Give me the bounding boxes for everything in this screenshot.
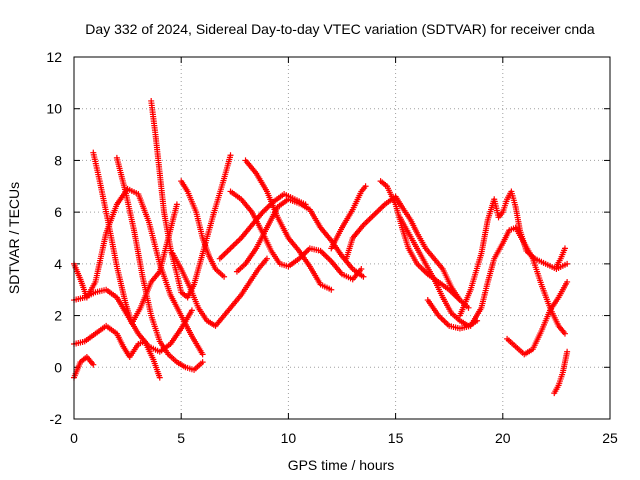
data-point-marker (564, 278, 571, 285)
data-point-marker (263, 255, 270, 262)
y-tick-label: 2 (54, 308, 62, 324)
data-series-track-8 (178, 178, 228, 280)
data-point-marker (358, 266, 365, 273)
data-point-marker (465, 304, 472, 311)
x-tick-label: 10 (281, 430, 297, 446)
data-series-track-5 (71, 322, 163, 381)
data-point-marker (156, 374, 163, 381)
data-point-marker (173, 201, 180, 208)
data-point-marker (561, 245, 568, 252)
data-point-marker (561, 330, 568, 337)
plot-area (71, 97, 571, 397)
data-series-track-13 (216, 191, 309, 262)
data-point-marker (328, 286, 335, 293)
data-series-track-12 (233, 196, 367, 280)
data-series-track-4 (71, 286, 195, 355)
data-point-marker (227, 152, 234, 159)
data-point-marker (221, 273, 228, 280)
plot-frame (73, 56, 611, 420)
data-point-marker (199, 359, 206, 366)
data-series-track-6 (71, 353, 97, 381)
x-tick-label: 20 (495, 430, 511, 446)
data-point-marker (302, 201, 309, 208)
data-point-marker (360, 273, 367, 280)
axis-ticks: 0 5 10 15 20 25 -2 0 2 4 6 8 10 12 (46, 49, 618, 446)
data-series-track-14 (328, 183, 369, 252)
data-point-marker (564, 348, 571, 355)
data-point-marker (564, 260, 571, 267)
y-tick-label: 6 (54, 204, 62, 220)
x-tick-label: 5 (177, 430, 185, 446)
y-axis-label: SDTVAR / TECUs (6, 182, 22, 294)
data-series-track-15 (343, 193, 463, 304)
y-tick-label: 12 (46, 49, 62, 65)
data-series-track-9 (169, 250, 270, 329)
x-tick-label: 15 (388, 430, 404, 446)
data-point-marker (188, 307, 195, 314)
data-point-marker (90, 361, 97, 368)
series-line (236, 198, 364, 278)
data-series-track-21 (551, 348, 571, 397)
data-point-marker (199, 351, 206, 358)
data-series-track-20 (504, 278, 571, 358)
data-series-track-2 (90, 149, 180, 327)
y-tick-label: 0 (54, 359, 62, 375)
x-axis-label: GPS time / hours (288, 457, 395, 473)
chart-title: Day 332 of 2024, Sidereal Day-to-day VTE… (85, 21, 595, 37)
series-line (399, 217, 478, 327)
data-point-marker (362, 183, 369, 190)
x-tick-label: 0 (70, 430, 78, 446)
data-series-track-19 (456, 188, 571, 319)
y-tick-label: -2 (50, 411, 63, 427)
y-tick-label: 10 (46, 101, 62, 117)
series-line (230, 191, 362, 280)
y-tick-label: 8 (54, 152, 62, 168)
y-tick-label: 4 (54, 256, 62, 272)
data-series-track-22 (553, 245, 568, 270)
series-line (172, 253, 268, 327)
series-line (459, 190, 568, 316)
data-series-track-7 (148, 97, 234, 301)
data-series-track-3 (113, 154, 206, 373)
x-tick-label: 25 (602, 430, 618, 446)
